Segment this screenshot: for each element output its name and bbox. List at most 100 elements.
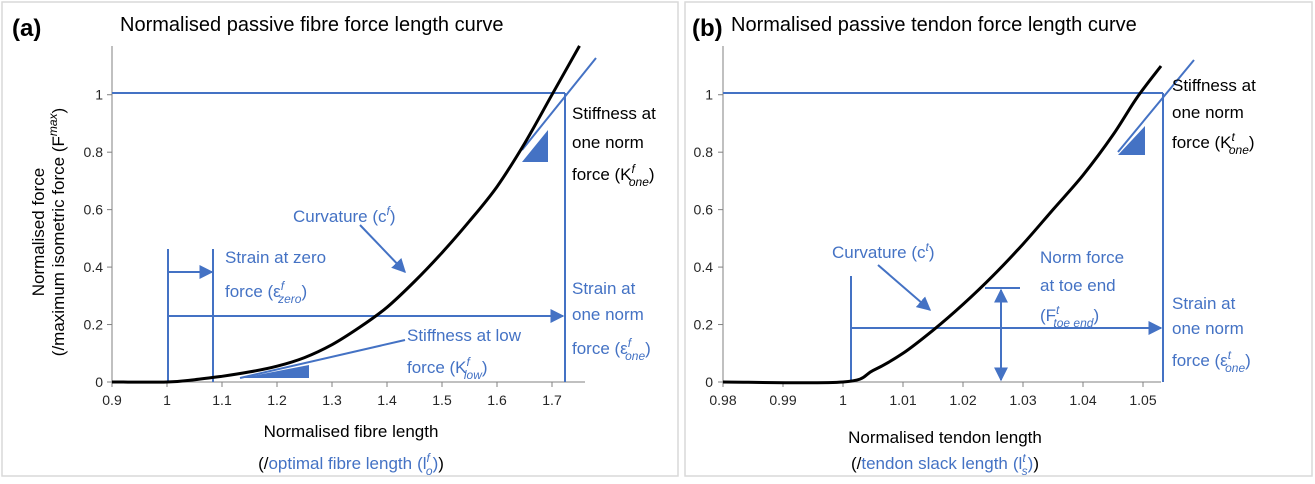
panel-b-curvature-arrow — [877, 264, 932, 311]
panel-a-curvature-close: ) — [390, 207, 396, 226]
panel-a-x-tick-label: 1.7 — [542, 392, 562, 408]
panel-a-ylabel-line2-text: (/maximum isometric force (F — [49, 136, 68, 356]
panel-b-x-tick-label: 1.04 — [1069, 392, 1096, 408]
panel-b-toe-line3: (Ft toe end) — [1040, 303, 1099, 330]
panel-a-x-tick-label: 1.4 — [377, 392, 397, 408]
panel-b-stiff-one-text-main: force (K — [1172, 133, 1232, 152]
panel-b-curvature-text: Curvature (c — [832, 243, 926, 262]
panel-a-strain-zero-line2: force (εf zero) — [225, 279, 307, 306]
panel-a-stiff-one-line1: Stiffness at — [572, 104, 656, 123]
panel-a-stiff-one-line3: force (Kf one) — [572, 162, 655, 189]
panel-a-y-tick-label: 0 — [95, 374, 103, 390]
panel-a-x-ticks: 0.9 1 1.1 1.2 1.3 1.4 1.5 1.6 1.7 — [102, 382, 562, 408]
panel-b-x-tick-label: 1.03 — [1009, 392, 1036, 408]
panel-a-xlabel-sub-sub: o — [426, 464, 433, 478]
panel-a-stiff-low-text: force (K — [407, 358, 467, 377]
panel-a-x-tick-label: 1.2 — [267, 392, 287, 408]
panel-b-xlabel-sub-sub: s — [1022, 464, 1028, 478]
panel-b-stiff-one-text: Stiffness at one norm force (Kt one) — [1172, 76, 1256, 157]
panel-a-strain-zero-sub: zero — [277, 292, 302, 306]
panel-a-ylabel-sup: max — [46, 112, 60, 136]
panel-a-strain-zero-close: ) — [301, 282, 307, 301]
panel-a-ylabel-close: ) — [49, 108, 68, 114]
panel-a-annotation-lines — [112, 57, 597, 382]
panel-a-xlabel-sub-sup: f — [427, 451, 432, 465]
panel-a-xlabel-sub-open: (/ — [258, 454, 269, 473]
panel-b-annotation-lines — [723, 59, 1195, 382]
panel-b-y-tick-label: 1 — [705, 87, 713, 103]
panel-b-toe-sup: t — [1056, 303, 1060, 317]
panel-b-xlabel-sub: (/tendon slack length (lt s)) — [851, 451, 1039, 478]
panel-a-stiff-one-triangle — [522, 130, 548, 162]
panel-b-label: (b) — [692, 15, 723, 42]
panel-a-y-tick-label: 1 — [95, 87, 103, 103]
panel-a-stiff-one-sup: f — [632, 162, 637, 176]
panel-b-xlabel-sub-paren-close: ) — [1033, 454, 1039, 473]
panel-b-y-tick-label: 0.4 — [694, 259, 714, 275]
panel-b-toe-close: ) — [1093, 306, 1099, 325]
panel-b-toe-line2: at toe end — [1040, 276, 1116, 295]
panel-b-stiff-one-close: ) — [1249, 133, 1255, 152]
panel-b-xlabel-sub-sup: t — [1022, 451, 1026, 465]
panel-a-x-tick-label: 1.3 — [322, 392, 342, 408]
panel-a-tangent-one — [521, 57, 597, 151]
panel-b-title: Normalised passive tendon force length c… — [731, 14, 1137, 36]
panel-b-tangent-one — [1117, 59, 1195, 153]
panel-a-strain-one-line3: force (εf one) — [572, 336, 651, 363]
panel-b-strain-one-text: force (ε — [1172, 351, 1228, 370]
panel-b-toe-sub: toe end — [1053, 316, 1093, 330]
panel-b-x-tick-label: 0.98 — [709, 392, 736, 408]
panel-a-ylabel-line2: (/maximum isometric force (Fmax) — [46, 108, 68, 356]
panel-a-curvature-label: Curvature (cf) — [293, 204, 396, 226]
panel-a-xlabel-sub: (/optimal fibre length (lf o)) — [258, 451, 444, 478]
panel-a-strain-one-text: force (ε — [572, 339, 628, 358]
panel-b-x-tick-label: 1 — [839, 392, 847, 408]
panel-a-border — [1, 1, 679, 477]
panel-b-xlabel-sub-close: ) — [1028, 454, 1034, 473]
panel-a-title: Normalised passive fibre force length cu… — [120, 14, 504, 36]
panel-a-label: (a) — [12, 15, 41, 42]
panel-b-x-ticks: 0.98 0.99 1 1.01 1.02 1.03 1.04 1.05 — [709, 382, 1157, 408]
panel-a-y-tick-label: 0.6 — [84, 202, 104, 218]
panel-b-x-tick-label: 1.05 — [1129, 392, 1156, 408]
panel-a-curve — [111, 45, 581, 384]
panel-a-curvature-sup: f — [387, 204, 392, 218]
panel-a-strain-one-sup: f — [628, 336, 633, 350]
panel-b-y-tick-label: 0.2 — [694, 317, 714, 333]
panel-a-strain-zero-sup: f — [281, 279, 286, 293]
panel-b-x-tick-label: 1.02 — [949, 392, 976, 408]
panel-a-ylabel-line1: Normalised force — [29, 168, 48, 297]
panel-a-stiff-low-sub: low — [464, 368, 483, 382]
panel-a-strain-one-line1: Strain at — [572, 279, 636, 298]
panel-b-border — [684, 1, 1313, 477]
panel-a-stiff-one-line2: one norm — [572, 133, 644, 152]
panel-b-annotation-text: Curvature (ct) Norm force at toe end (Ft… — [832, 240, 1251, 375]
panel-a-y-ticks: 0 0.2 0.4 0.6 0.8 1 — [84, 87, 112, 390]
panel-a-stiff-one-close: ) — [649, 165, 655, 184]
panel-b-stiff-one-line1: Stiffness at — [1172, 76, 1256, 95]
panel-b-curvature-label: Curvature (ct) — [832, 240, 935, 262]
panel-b-curve — [722, 65, 1163, 385]
panel-b-y-tick-label: 0.6 — [694, 202, 714, 218]
panel-a-strain-zero-text: force (ε — [225, 282, 281, 301]
panel-b-xlabel-sub-text: tendon slack length — [861, 454, 1008, 473]
panel-b-xlabel-sub-open: (/ — [851, 454, 862, 473]
panel-a-stiff-low-sup: f — [467, 355, 472, 369]
panel-a-strain-one-close: ) — [645, 339, 651, 358]
panel-b-curvature-sup: t — [926, 240, 930, 254]
panel-b-stiff-one-sup: t — [1232, 130, 1236, 144]
panel-a-stiff-low-close: ) — [482, 358, 488, 377]
panel-a-x-tick-label: 1.6 — [487, 392, 507, 408]
panel-b-strain-one-close: ) — [1245, 351, 1251, 370]
panel-a-stiff-low-line2: force (Kf low) — [407, 355, 488, 382]
panel-b-strain-one-sup: t — [1228, 348, 1232, 362]
panel-a-xlabel-sub-symbol: (l — [417, 454, 426, 473]
panel-b-strain-one-line1: Strain at — [1172, 294, 1236, 313]
panel-b-curvature-close: ) — [929, 243, 935, 262]
panel-b-x-tick-label: 1.01 — [889, 392, 916, 408]
panel-a-curvature-text: Curvature (c — [293, 207, 387, 226]
panel-b-strain-one-line3: force (εt one) — [1172, 348, 1251, 375]
panel-b-stiff-one-line2: one norm — [1172, 103, 1244, 122]
panel-a-x-tick-label: 1.5 — [432, 392, 452, 408]
